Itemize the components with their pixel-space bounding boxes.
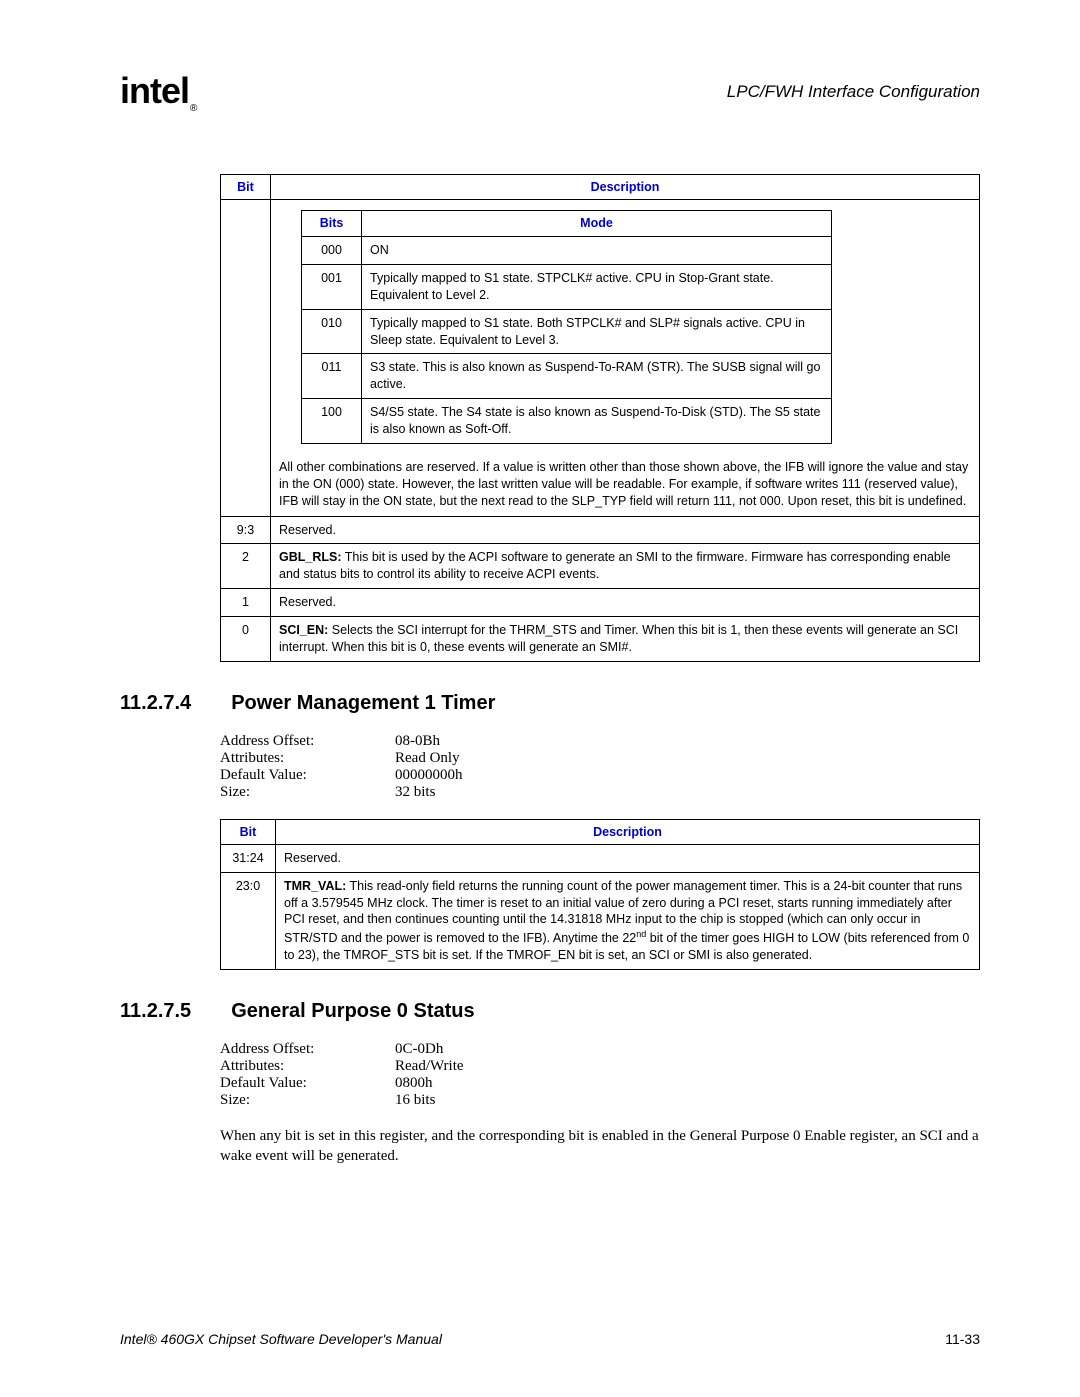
- inner-col-bits: Bits: [302, 211, 362, 237]
- attr-value: 0800h: [395, 1075, 433, 1092]
- inner-note: All other combinations are reserved. If …: [271, 454, 979, 516]
- description-nested-cell: Bits Mode 000ON 001Typically mapped to S…: [271, 200, 980, 516]
- page-header: intel® LPC/FWH Interface Configuration: [120, 70, 980, 114]
- attr-value: Read Only: [395, 750, 460, 767]
- bit-cell: 31:24: [221, 844, 276, 872]
- attr-value: 08-0Bh: [395, 733, 440, 750]
- desc-bold: TMR_VAL:: [284, 879, 346, 893]
- attr-value: 0C-0Dh: [395, 1041, 443, 1058]
- desc-cell: Reserved.: [276, 844, 980, 872]
- inner-mode: Typically mapped to S1 state. Both STPCL…: [362, 309, 832, 354]
- desc-text: Selects the SCI interrupt for the THRM_S…: [279, 623, 958, 654]
- desc-cell: Reserved.: [271, 589, 980, 617]
- attr-label: Address Offset:: [220, 1041, 395, 1058]
- desc-bold: GBL_RLS:: [279, 550, 342, 564]
- attr-label: Address Offset:: [220, 733, 395, 750]
- section-title: Power Management 1 Timer: [231, 692, 495, 715]
- bit-description-table-2: Bit Description 31:24 Reserved. 23:0 TMR…: [220, 819, 980, 970]
- inner-bits: 100: [302, 399, 362, 444]
- desc-cell: Reserved.: [271, 516, 980, 544]
- inner-mode: S3 state. This is also known as Suspend-…: [362, 354, 832, 399]
- intel-logo: intel®: [120, 70, 196, 114]
- attr-value: Read/Write: [395, 1058, 464, 1075]
- desc-cell: GBL_RLS: This bit is used by the ACPI so…: [271, 544, 980, 589]
- section-number: 11.2.7.4: [120, 692, 191, 715]
- attr-label: Size:: [220, 1092, 395, 1109]
- page-footer: Intel® 460GX Chipset Software Developer'…: [120, 1331, 980, 1347]
- attr-value: 00000000h: [395, 767, 463, 784]
- header-section-title: LPC/FWH Interface Configuration: [727, 82, 980, 102]
- attr-value: 32 bits: [395, 784, 435, 801]
- inner-bits: 000: [302, 237, 362, 265]
- desc-bold: SCI_EN:: [279, 623, 328, 637]
- inner-col-mode: Mode: [362, 211, 832, 237]
- bit-description-table-1: Bit Description Bits Mode 000ON 001Typic…: [220, 174, 980, 662]
- bit-cell: 2: [221, 544, 271, 589]
- attr-value: 16 bits: [395, 1092, 435, 1109]
- attr-label: Size:: [220, 784, 395, 801]
- inner-mode: Typically mapped to S1 state. STPCLK# ac…: [362, 264, 832, 309]
- bit-cell: 23:0: [221, 872, 276, 970]
- registered-mark: ®: [190, 103, 196, 114]
- section-title: General Purpose 0 Status: [231, 1000, 474, 1023]
- attr-label: Default Value:: [220, 1075, 395, 1092]
- footer-left: Intel® 460GX Chipset Software Developer'…: [120, 1331, 442, 1347]
- bit-cell: 1: [221, 589, 271, 617]
- section-body-paragraph: When any bit is set in this register, an…: [220, 1127, 980, 1166]
- bit-cell-blank: [221, 200, 271, 516]
- col-header-bit: Bit: [221, 819, 276, 844]
- footer-page-number: 11-33: [945, 1331, 980, 1347]
- section-number: 11.2.7.5: [120, 1000, 191, 1023]
- inner-mode: ON: [362, 237, 832, 265]
- attr-label: Attributes:: [220, 1058, 395, 1075]
- bit-cell: 0: [221, 617, 271, 662]
- desc-cell: SCI_EN: Selects the SCI interrupt for th…: [271, 617, 980, 662]
- desc-cell: TMR_VAL: This read-only field returns th…: [276, 872, 980, 970]
- inner-mode: S4/S5 state. The S4 state is also known …: [362, 399, 832, 444]
- inner-bits: 001: [302, 264, 362, 309]
- desc-text: This bit is used by the ACPI software to…: [279, 550, 951, 581]
- col-header-description: Description: [271, 175, 980, 200]
- section-heading-2: 11.2.7.5 General Purpose 0 Status: [120, 1000, 980, 1023]
- logo-text: intel: [120, 70, 189, 111]
- col-header-description: Description: [276, 819, 980, 844]
- bit-cell: 9:3: [221, 516, 271, 544]
- attr-label: Attributes:: [220, 750, 395, 767]
- attr-label: Default Value:: [220, 767, 395, 784]
- inner-bits: 011: [302, 354, 362, 399]
- register-attributes-1: Address Offset:08-0Bh Attributes:Read On…: [220, 733, 980, 801]
- bits-mode-inner-table: Bits Mode 000ON 001Typically mapped to S…: [301, 210, 832, 444]
- inner-bits: 010: [302, 309, 362, 354]
- superscript: nd: [636, 929, 646, 939]
- register-attributes-2: Address Offset:0C-0Dh Attributes:Read/Wr…: [220, 1041, 980, 1109]
- section-heading-1: 11.2.7.4 Power Management 1 Timer: [120, 692, 980, 715]
- col-header-bit: Bit: [221, 175, 271, 200]
